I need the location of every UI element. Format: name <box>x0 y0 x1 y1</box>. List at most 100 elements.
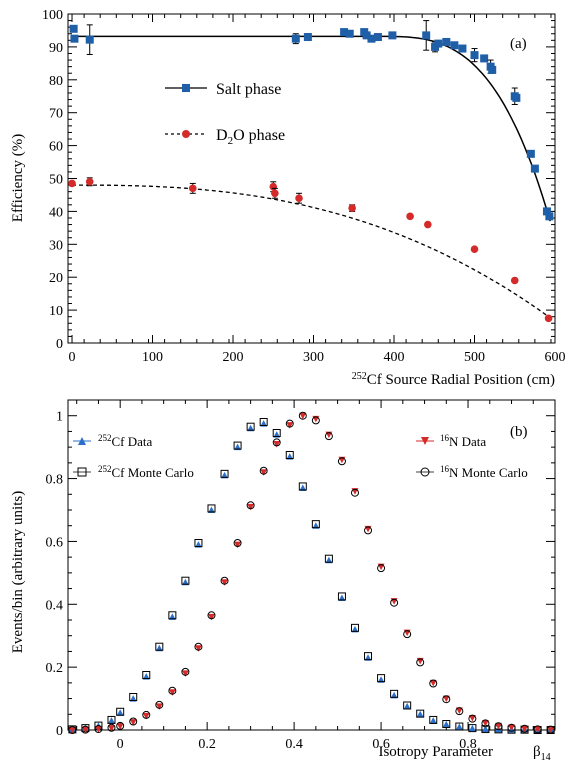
n-mc-point <box>337 457 346 466</box>
cf-data-point <box>338 594 346 601</box>
cf-data-point <box>142 673 150 680</box>
n-mc-point <box>416 658 425 667</box>
y-tick-label: 60 <box>49 140 63 155</box>
salt-point <box>367 34 376 43</box>
salt-point <box>442 37 451 46</box>
y-tick-label: 0.6 <box>46 535 64 550</box>
d2o-point <box>188 184 197 193</box>
n-mc-point <box>272 438 281 447</box>
salt-point <box>450 41 459 50</box>
n-mc-point <box>520 724 529 733</box>
cf-mc-point <box>298 482 307 491</box>
d2o-point <box>348 204 356 212</box>
panel-a-x-axis-title: 252Cf Source Radial Position (cm) <box>352 371 555 389</box>
n-mc-point <box>311 416 320 425</box>
d2o-point <box>424 220 432 229</box>
y-tick-label: 70 <box>49 107 63 122</box>
cf-mc-point <box>403 701 412 710</box>
n-data-point <box>494 722 502 730</box>
salt-point <box>545 212 554 221</box>
salt-point <box>388 31 397 40</box>
x-tick-label: 0.8 <box>459 737 477 752</box>
salt-point <box>69 24 78 33</box>
n-data-point <box>94 726 102 733</box>
panel-b-label: (b) <box>510 424 528 440</box>
d2o-point <box>85 177 94 186</box>
cf-data-point <box>107 717 115 724</box>
n-data-point <box>81 726 89 734</box>
n-data-point <box>260 469 268 476</box>
n-data-point <box>116 723 124 730</box>
panel-a-legend: Salt phase D2O phase <box>165 81 285 147</box>
x-tick-label: 0 <box>69 350 76 365</box>
cf-mc-point <box>142 671 151 679</box>
n-data-point <box>142 712 150 720</box>
cf-data-point <box>194 541 202 548</box>
y-tick-label: 10 <box>49 304 63 319</box>
n-mc-point <box>220 576 229 585</box>
cf-mc-point <box>181 576 190 585</box>
cf-mc-point <box>364 652 373 661</box>
n-mc-point <box>94 725 103 734</box>
legend-n-data-label: 16N Data <box>440 433 486 449</box>
y-tick-label: 40 <box>49 205 63 220</box>
n-data-point <box>68 727 76 734</box>
x-tick-label: 400 <box>384 350 405 365</box>
cf-data-point <box>299 484 307 491</box>
n-mc-point <box>81 725 90 734</box>
n-mc-point <box>533 725 542 734</box>
n-data-point <box>468 715 476 722</box>
salt-point <box>373 33 382 42</box>
cf-data-point <box>468 724 476 732</box>
x-tick-label: 0 <box>117 737 124 752</box>
x-tick-label: 500 <box>464 350 485 365</box>
n-mc-point <box>246 501 255 510</box>
cf-data-point <box>129 695 137 702</box>
x-tick-label: 0.6 <box>372 737 390 752</box>
n-mc-point <box>298 411 307 420</box>
salt-point <box>530 164 539 173</box>
cf-data-point <box>377 676 385 683</box>
n-mc-point <box>68 726 77 734</box>
cf-data-point <box>234 443 242 451</box>
panel-b-y-axis-title: Events/bin (arbitrary units) <box>10 491 26 653</box>
n-mc-point <box>377 564 386 573</box>
panel-a-y-axis-title: Efficiency (%) <box>10 134 26 222</box>
cf-data-point <box>390 691 398 699</box>
y-tick-label: 0 <box>56 337 63 352</box>
salt-point <box>345 29 354 38</box>
panel-b-x-axis-title: Isotropy Parameter <box>378 744 493 760</box>
salt-point <box>458 44 467 53</box>
n-data-point <box>194 645 202 652</box>
legend-d2o-marker <box>182 130 190 138</box>
n-mc-point <box>116 721 125 730</box>
salt-point <box>303 33 312 42</box>
d2o-point <box>544 314 553 323</box>
cf-data-point <box>416 710 424 718</box>
x-tick-label: 300 <box>303 350 324 365</box>
n-mc-point <box>207 611 216 620</box>
n-mc-point <box>107 723 116 732</box>
cf-mc-point <box>107 715 116 724</box>
cf-mc-point <box>246 422 255 431</box>
cf-mc-point <box>129 693 138 701</box>
cf-mc-point <box>220 469 229 478</box>
n-data-point <box>129 719 137 726</box>
cf-data-point <box>260 420 268 427</box>
d2o-point <box>295 194 303 203</box>
n-data-point <box>107 725 115 732</box>
y-tick-label: 50 <box>49 173 63 188</box>
n-mc-point <box>129 717 138 726</box>
cf-data-point <box>207 506 215 513</box>
n-mc-point <box>324 432 333 441</box>
d2o-point <box>470 245 479 254</box>
cf-mc-point <box>455 722 464 731</box>
n-mc-point <box>259 466 268 475</box>
cf-mc-point <box>272 429 281 437</box>
y-tick-label: 0.4 <box>46 598 64 613</box>
cf-mc-point <box>429 715 438 724</box>
n-mc-point <box>546 725 555 734</box>
n-mc-point <box>429 679 438 688</box>
n-data-point <box>286 422 294 429</box>
